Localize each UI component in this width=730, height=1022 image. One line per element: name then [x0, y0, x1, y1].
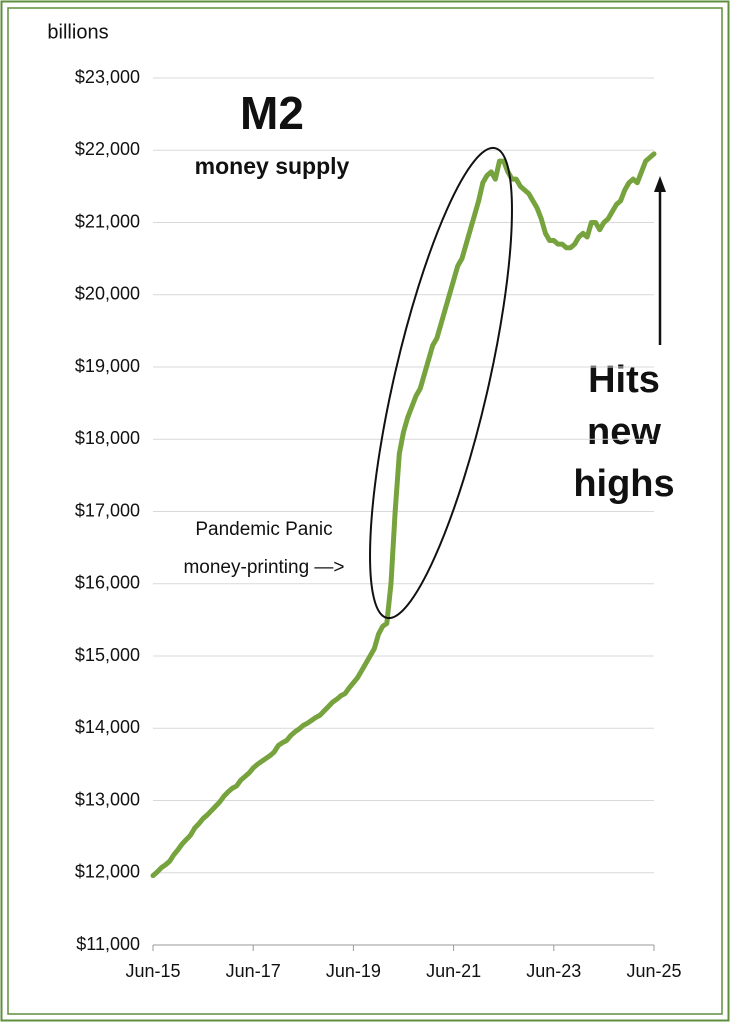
highlight-ellipse [369, 146, 513, 620]
y-tick-label: $12,000 [75, 862, 140, 882]
x-tick-label: Jun-23 [526, 961, 581, 981]
annotation: new [587, 411, 661, 453]
y-tick-label: $18,000 [75, 428, 140, 448]
x-tick-label: Jun-21 [426, 961, 481, 981]
annotation: Hits [588, 359, 660, 401]
y-tick-label: $15,000 [75, 645, 140, 665]
y-axis-label: billions [47, 21, 108, 43]
plot-area: $11,000 $12,000 $13,000 $14,000 $15,000 $16,0… [75, 67, 682, 981]
x-tick-label: Jun-17 [226, 961, 281, 981]
x-tick-label: Jun-15 [125, 961, 180, 981]
y-tick-label: $23,000 [75, 67, 140, 87]
y-tick-label: $17,000 [75, 500, 140, 520]
x-tick-label: Jun-25 [626, 961, 681, 981]
y-tick-label: $20,000 [75, 284, 140, 304]
y-tick-label: $21,000 [75, 211, 140, 231]
y-tick-label: $14,000 [75, 717, 140, 737]
chart-subtitle: money supply [195, 153, 350, 179]
arrow-head [654, 176, 666, 192]
annotation: highs [573, 463, 674, 505]
y-tick-label: $19,000 [75, 356, 140, 376]
data-line [150, 151, 657, 879]
annotation: Pandemic Panic [195, 519, 332, 540]
chart-title: M2 [240, 87, 304, 139]
inner-border [7, 7, 723, 1015]
y-tick-label: $16,000 [75, 573, 140, 593]
y-tick-label: $11,000 [76, 934, 140, 954]
y-tick-label: $22,000 [75, 139, 140, 159]
y-tick-label: $13,000 [75, 789, 140, 809]
x-tick-label: Jun-19 [326, 961, 381, 981]
annotation: money-printing —> [183, 557, 344, 578]
